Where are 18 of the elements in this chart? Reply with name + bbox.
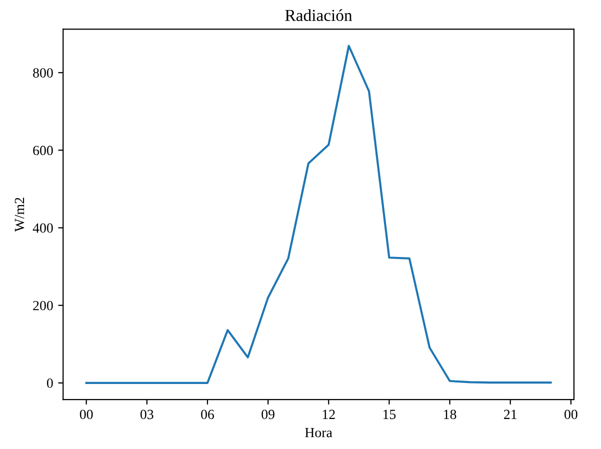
y-tick-label: 0 xyxy=(46,378,53,388)
x-tick-label: 06 xyxy=(201,410,214,420)
x-axis-title: Hora xyxy=(305,428,332,438)
x-tick-label: 09 xyxy=(262,410,274,420)
x-tick-label: 03 xyxy=(140,410,154,420)
x-tick-label: 21 xyxy=(504,410,516,419)
x-tick-label: 00 xyxy=(564,410,578,420)
x-tick-label: 00 xyxy=(80,410,93,420)
chart-title: Radiación xyxy=(285,9,352,22)
x-tick-label: 12 xyxy=(322,410,335,419)
x-tick-label: 18 xyxy=(444,410,456,420)
x-tick-label: 15 xyxy=(383,410,396,420)
y-tick-label: 600 xyxy=(33,146,53,156)
y-axis-title: W/m2 xyxy=(14,198,24,232)
y-tick-label: 800 xyxy=(33,68,53,78)
y-tick-label: 400 xyxy=(32,223,53,233)
y-tick-label: 200 xyxy=(33,300,53,310)
line-series xyxy=(85,44,552,384)
